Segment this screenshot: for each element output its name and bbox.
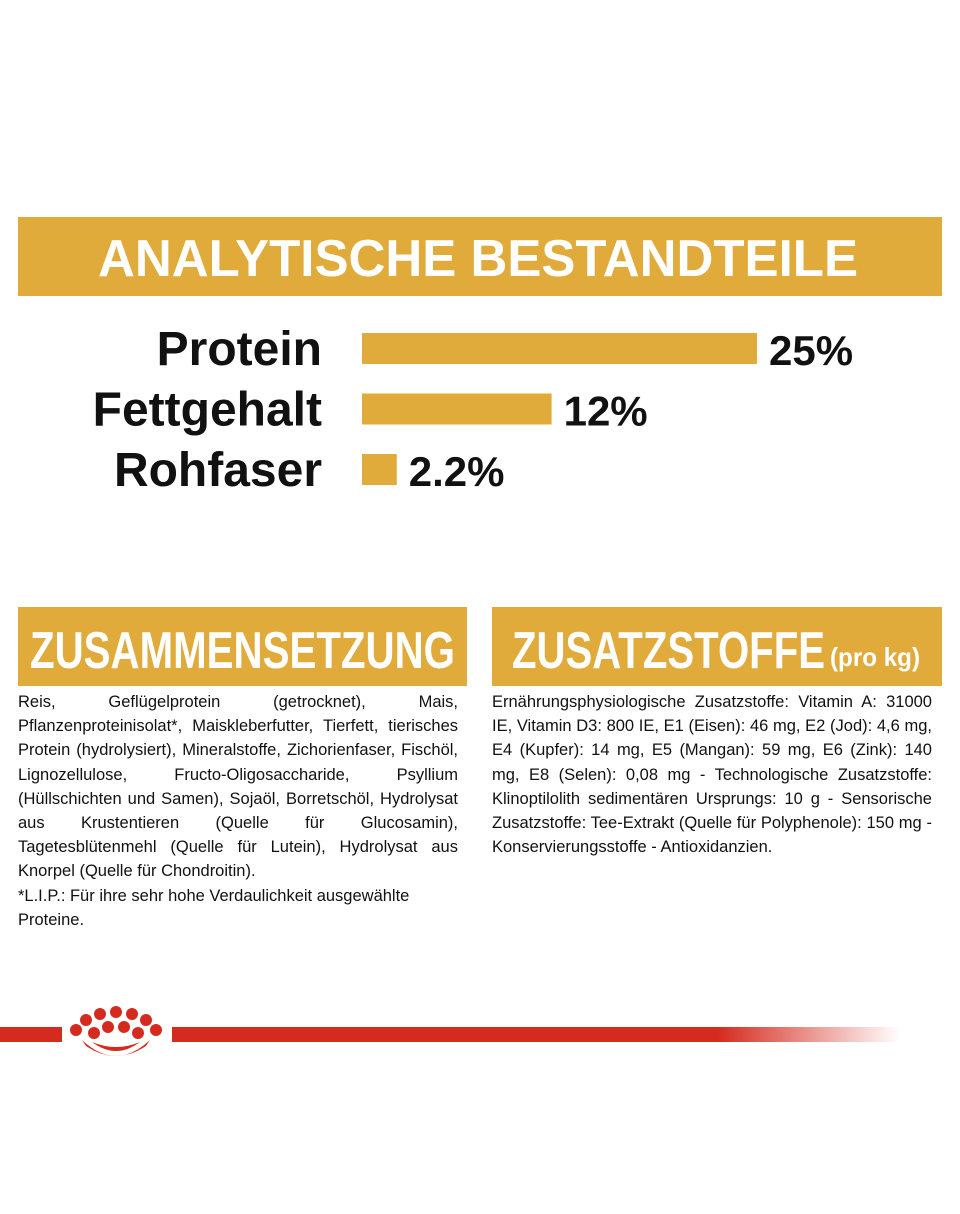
paragraph: Reis, Geflügelprotein (getrocknet), Mais… xyxy=(18,693,458,881)
paragraph: Ernährungsphysiologische Zusatzstoffe: V… xyxy=(492,693,932,857)
composition-text: Reis, Geflügelprotein (getrocknet), Mais… xyxy=(18,690,458,932)
category-label: Fettgehalt xyxy=(93,384,322,437)
bar xyxy=(362,393,552,425)
brand-line xyxy=(172,1027,900,1042)
bar xyxy=(362,333,757,364)
chart-title: ANALYTISCHE BESTANDTEILE xyxy=(98,230,858,288)
section-banner xyxy=(492,607,942,686)
category-label: Protein xyxy=(157,323,322,376)
section-title-suffix: (pro kg) xyxy=(830,642,920,672)
category-label: Rohfaser xyxy=(114,444,322,497)
brand-line xyxy=(0,1027,62,1042)
bar xyxy=(362,454,397,485)
footnote: *L.I.P.: Für ihre sehr hohe Verdaulichke… xyxy=(18,886,410,929)
additives-text: Ernährungsphysiologische Zusatzstoffe: V… xyxy=(492,690,932,859)
section-title: ZUSAMMENSETZUNG xyxy=(30,622,455,680)
value-label: 2.2% xyxy=(409,448,505,495)
section-title: ZUSATZSTOFFE xyxy=(512,622,825,680)
section-banner xyxy=(18,607,467,686)
logo xyxy=(70,1006,162,1056)
value-label: 12% xyxy=(564,388,648,435)
value-label: 25% xyxy=(769,327,853,374)
title-banner xyxy=(18,217,942,296)
